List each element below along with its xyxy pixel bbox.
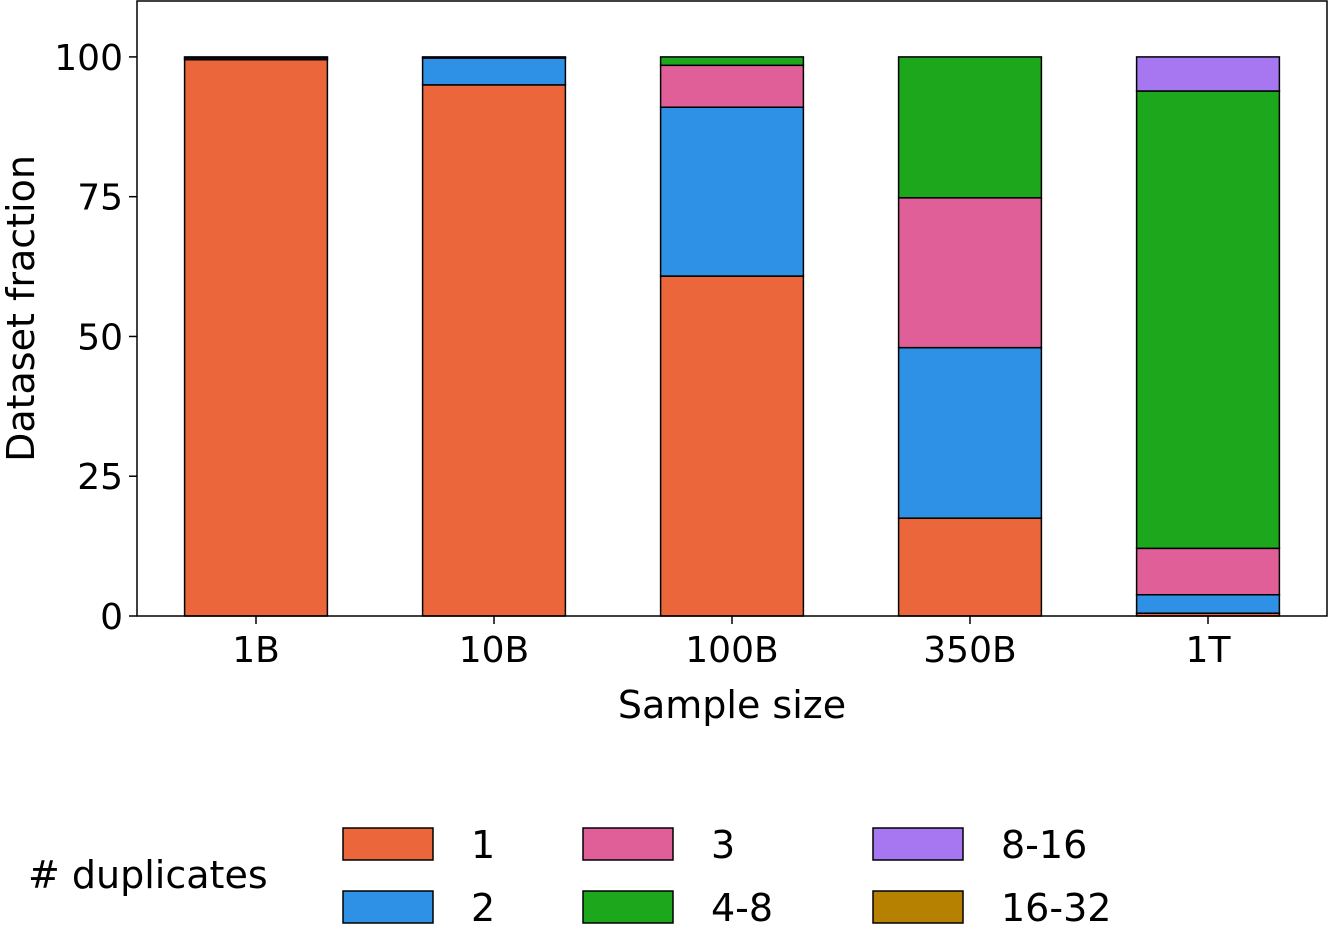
legend-swatch-16-32 bbox=[872, 890, 964, 924]
bar-350B-series-3 bbox=[897, 56, 1043, 199]
bar-10B-series-3 bbox=[421, 56, 567, 59]
bar-1T-series-3 bbox=[1135, 90, 1281, 550]
legend-label: 2 bbox=[471, 886, 495, 930]
bar-100B-series-3 bbox=[659, 56, 805, 67]
bar-1T-series-1 bbox=[1135, 594, 1281, 614]
bar-350B-series-0 bbox=[897, 517, 1043, 617]
bar-10B-series-0 bbox=[421, 84, 567, 617]
bar-350B-series-2 bbox=[897, 197, 1043, 349]
legend-swatch-4-8 bbox=[582, 890, 674, 924]
legend-swatch-3 bbox=[582, 827, 674, 861]
bar-1B-series-0 bbox=[183, 58, 329, 617]
bar-100B-series-2 bbox=[659, 64, 805, 108]
bar-1T-series-2 bbox=[1135, 547, 1281, 596]
legend-label: 4-8 bbox=[711, 886, 773, 930]
legend-label: 1 bbox=[471, 823, 495, 867]
y-tick-label: 25 bbox=[77, 457, 123, 498]
bars-group bbox=[183, 56, 1281, 617]
x-tick-label: 10B bbox=[459, 630, 530, 671]
bar-1B-series-3 bbox=[183, 56, 329, 59]
legend: # duplicates 1 2 3 4-8 8-16 16-32 bbox=[28, 823, 1111, 930]
y-axis: 0 25 50 75 100 bbox=[54, 38, 137, 638]
legend-label: 16-32 bbox=[1001, 886, 1111, 930]
x-tick-label: 100B bbox=[685, 630, 778, 671]
x-tick-label: 1T bbox=[1186, 630, 1232, 671]
bar-10B-series-1 bbox=[421, 57, 567, 86]
x-axis-label: Sample size bbox=[618, 683, 846, 727]
bar-100B-series-0 bbox=[659, 275, 805, 617]
y-tick-label: 75 bbox=[77, 178, 123, 219]
x-tick-label: 1B bbox=[232, 630, 280, 671]
y-tick-label: 0 bbox=[100, 597, 123, 638]
bar-350B-series-1 bbox=[897, 346, 1043, 519]
legend-swatch-1 bbox=[342, 827, 434, 861]
legend-swatch-8-16 bbox=[872, 827, 964, 861]
legend-label: 3 bbox=[711, 823, 735, 867]
legend-title: # duplicates bbox=[28, 853, 268, 897]
y-tick-label: 100 bbox=[54, 38, 123, 79]
bar-100B-series-1 bbox=[659, 106, 805, 277]
legend-swatch-2 bbox=[342, 890, 434, 924]
y-tick-label: 50 bbox=[77, 317, 123, 358]
legend-label: 8-16 bbox=[1001, 823, 1087, 867]
x-axis: 1B 10B 100B 350B 1T bbox=[232, 616, 1231, 671]
y-axis-label: Dataset fraction bbox=[0, 155, 43, 462]
x-tick-label: 350B bbox=[923, 630, 1016, 671]
bar-1T-series-4 bbox=[1135, 56, 1281, 92]
